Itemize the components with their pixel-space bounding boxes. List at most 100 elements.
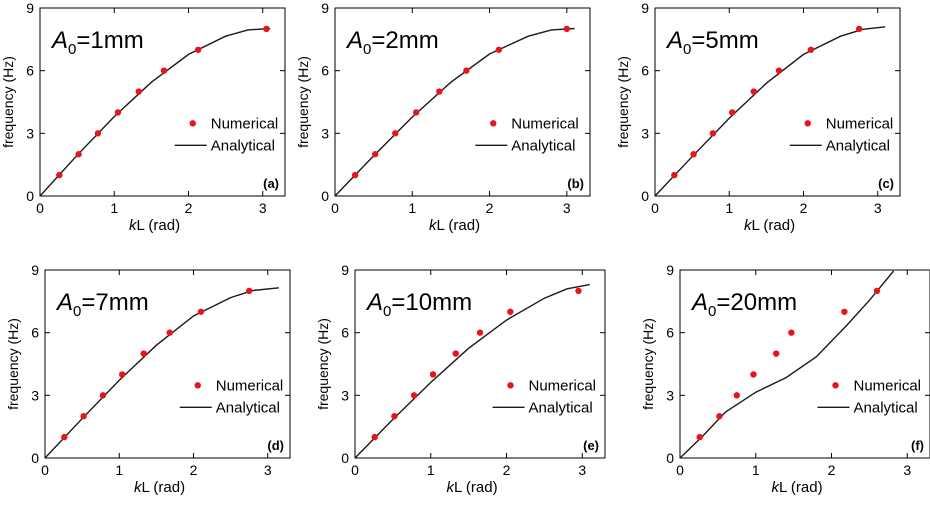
numerical-point <box>775 67 783 74</box>
x-axis-label-k: k <box>429 217 438 234</box>
panel-label: (b) <box>567 176 584 191</box>
y-axis-label: frequency (Hz) <box>615 56 631 148</box>
x-tick-label: 0 <box>36 200 44 216</box>
numerical-point <box>119 371 126 378</box>
y-tick-label: 6 <box>26 63 34 79</box>
y-tick-label: 0 <box>26 188 34 204</box>
x-tick-label: 2 <box>800 200 808 216</box>
amplitude-symbol: A <box>345 27 363 54</box>
y-tick-label: 9 <box>31 262 39 278</box>
x-axis-label-rest: L (rad) <box>136 217 180 234</box>
amplitude-subscript: 0 <box>363 41 371 58</box>
legend-numerical-label: Numerical <box>826 115 894 132</box>
y-axis-label: frequency (Hz) <box>315 318 331 410</box>
legend-numerical-label: Numerical <box>216 377 284 394</box>
numerical-point <box>194 46 202 53</box>
amplitude-value: =10mm <box>391 289 472 316</box>
panel-label: (c) <box>878 176 894 191</box>
y-tick-label: 9 <box>666 262 674 278</box>
x-tick-label: 3 <box>264 462 272 478</box>
legend-numerical-label: Numerical <box>211 115 279 132</box>
numerical-point <box>855 25 863 33</box>
amplitude-annotation: A0=20mm <box>690 289 797 320</box>
plot-frame <box>39 7 286 197</box>
legend-numerical-label: Numerical <box>854 377 922 394</box>
x-tick-label: 1 <box>110 200 118 216</box>
numerical-point <box>429 371 437 378</box>
numerical-point <box>412 109 420 116</box>
y-tick-label: 6 <box>641 63 649 79</box>
numerical-point <box>160 67 168 74</box>
numerical-point <box>436 88 443 95</box>
amplitude-value: =2mm <box>371 27 438 54</box>
numerical-point <box>392 130 399 137</box>
plot-frame <box>44 269 291 459</box>
numerical-point <box>463 67 470 74</box>
x-tick-label: 0 <box>351 462 359 478</box>
legend: Numerical Analytical <box>174 115 279 154</box>
x-tick-label: 1 <box>427 462 435 478</box>
legend-analytical-label: Analytical <box>529 399 593 416</box>
y-tick-label: 6 <box>341 325 349 341</box>
y-tick-label: 0 <box>641 188 649 204</box>
y-tick-label: 0 <box>666 450 674 466</box>
x-tick-label: 2 <box>190 462 198 478</box>
x-axis-label-k: k <box>129 217 138 234</box>
x-axis-label-k: k <box>771 479 780 496</box>
analytical-series-line <box>354 283 590 459</box>
amplitude-subscript: 0 <box>73 303 81 320</box>
numerical-point <box>75 151 82 158</box>
legend-numerical-marker <box>490 120 497 127</box>
x-axis-label-rest: L (rad) <box>779 479 823 496</box>
amplitude-value: =20mm <box>716 289 797 316</box>
x-axis-label-rest: L (rad) <box>751 217 795 234</box>
amplitude-value: =5mm <box>691 27 758 54</box>
numerical-point <box>99 392 107 399</box>
numerical-point <box>563 25 571 33</box>
numerical-point <box>696 433 703 441</box>
y-tick-label: 3 <box>321 125 329 141</box>
numerical-point <box>873 287 881 295</box>
legend-numerical-marker <box>507 382 514 389</box>
legend-numerical-marker <box>189 120 196 127</box>
numerical-point <box>135 88 142 95</box>
numerical-point <box>56 171 63 179</box>
numerical-point <box>140 350 147 357</box>
numerical-point <box>263 25 270 33</box>
numerical-point <box>507 308 514 315</box>
numerical-point <box>709 130 717 137</box>
plot-frame <box>654 7 901 197</box>
numerical-point <box>476 329 484 336</box>
y-tick-label: 6 <box>666 325 674 341</box>
amplitude-value: =1mm <box>76 27 143 54</box>
x-axis-label: kL (rad) <box>134 479 185 496</box>
numerical-point <box>371 151 379 158</box>
y-tick-label: 3 <box>641 125 649 141</box>
amplitude-symbol: A <box>365 289 383 316</box>
amplitude-subscript: 0 <box>683 41 691 58</box>
panel-label: (f) <box>911 438 924 453</box>
amplitude-annotation: A0=7mm <box>55 289 149 320</box>
numerical-point <box>80 413 87 420</box>
x-tick-label: 1 <box>725 200 733 216</box>
legend-numerical-label: Numerical <box>529 377 597 394</box>
amplitude-symbol: A <box>665 27 683 54</box>
numerical-point <box>197 308 205 315</box>
x-tick-label: 3 <box>874 200 882 216</box>
y-tick-label: 0 <box>31 450 39 466</box>
x-axis-label: kL (rad) <box>771 479 822 496</box>
legend: Numerical Analytical <box>817 377 922 416</box>
y-axis-label: frequency (Hz) <box>295 56 311 148</box>
analytical-series-line <box>39 27 271 197</box>
y-tick-label: 3 <box>666 387 674 403</box>
analytical-series-line <box>334 27 575 197</box>
x-axis-label-rest: L (rad) <box>454 479 498 496</box>
numerical-point <box>371 433 378 441</box>
x-tick-label: 2 <box>185 200 193 216</box>
legend-numerical-label: Numerical <box>511 115 579 132</box>
